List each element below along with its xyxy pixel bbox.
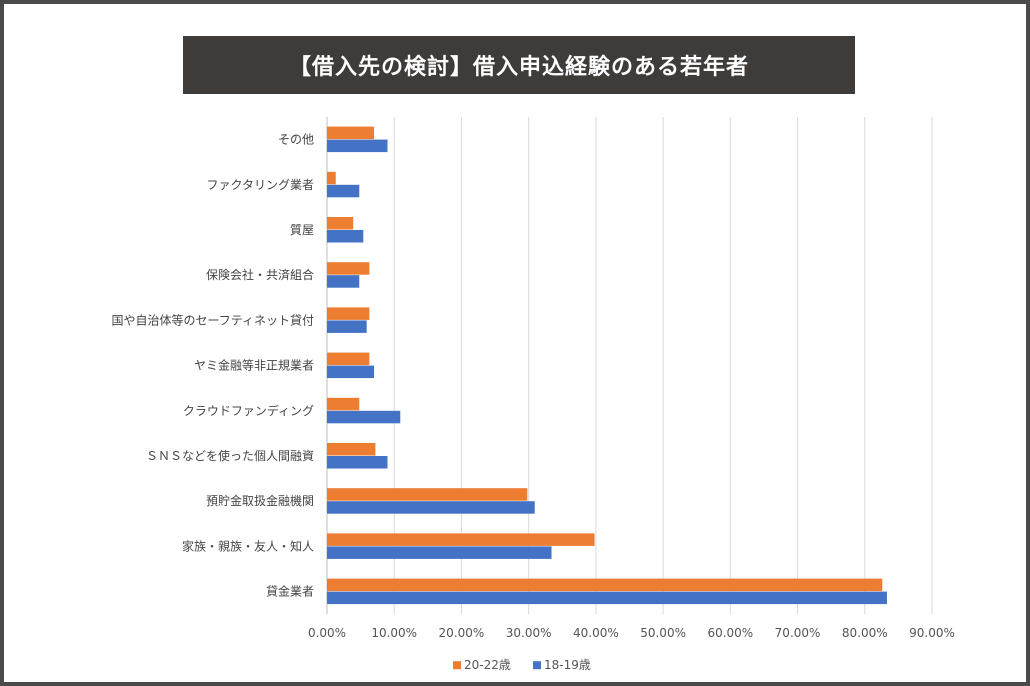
x-tick-label: 10.00% [371,626,417,640]
bar-20-22 [327,488,528,501]
x-tick-label: 0.00% [308,626,346,640]
category-label: 質屋 [290,222,314,237]
bar-20-22 [327,217,354,230]
chart-title: 【借入先の検討】借入申込経験のある若年者 [183,36,855,94]
x-tick-label: 60.00% [707,626,753,640]
legend-swatch [533,661,541,670]
legend-label: 18-19歳 [544,658,591,672]
bar-18-19 [327,365,375,379]
legend-swatch [453,661,461,670]
bar-20-22 [327,262,370,275]
x-tick-label: 80.00% [842,626,888,640]
legend-label: 20-22歳 [464,658,511,672]
x-tick-label: 50.00% [640,626,686,640]
bar-20-22 [327,352,370,366]
bar-18-19 [327,230,364,243]
bar-chart: 0.00% 10.00% 20.00% 30.00% 40.00% 50.00% 60.00… [111,117,955,672]
bar-18-19 [327,501,535,514]
bar-20-22 [327,578,883,592]
bar-20-22 [327,171,336,185]
bar-18-19 [327,184,360,198]
x-tick-label: 90.00% [909,626,955,640]
bar-18-19 [327,546,552,559]
category-label: 家族・親族・友人・知人 [182,538,314,553]
category-label: ＳＮＳなどを使った個人間融資 [146,448,314,463]
bar-18-19 [327,275,360,288]
category-label: 貸金業者 [266,584,314,599]
category-label: クラウドファンディング [183,403,314,418]
category-label: 国や自治体等のセーフティネット貸付 [111,312,314,327]
category-label: その他 [278,133,314,147]
bar-18-19 [327,139,388,153]
category-label: ヤミ金融等非正規業者 [194,358,314,373]
category-label: 保険会社・共済組合 [206,267,314,282]
bar-18-19 [327,456,388,469]
x-tick-label: 30.00% [506,626,552,640]
bar-20-22 [327,397,360,411]
category-label: 預貯金取扱金融機関 [206,493,314,508]
bar-20-22 [327,533,595,546]
bar-18-19 [327,320,367,333]
bar-18-19 [327,591,887,605]
x-tick-label: 40.00% [573,626,619,640]
category-label: ファクタリング業者 [206,178,314,192]
x-tick-label: 20.00% [439,626,485,640]
bar-20-22 [327,443,376,456]
x-tick-label: 70.00% [775,626,821,640]
bar-20-22 [327,126,375,140]
bar-18-19 [327,410,401,424]
bar-20-22 [327,307,370,320]
